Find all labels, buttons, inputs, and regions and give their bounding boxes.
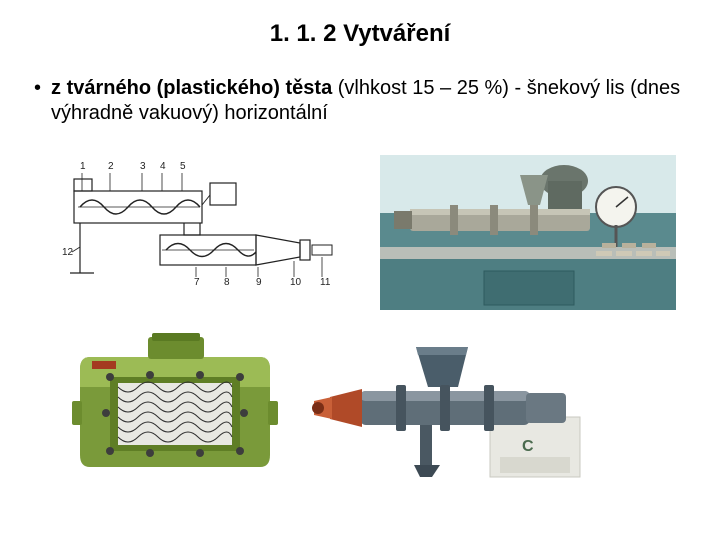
svg-text:9: 9: [256, 277, 262, 288]
svg-text:5: 5: [180, 161, 186, 172]
bullet-marker: •: [34, 76, 41, 100]
svg-text:4: 4: [160, 161, 166, 172]
photo-green-press: [70, 327, 280, 487]
svg-text:11: 11: [320, 277, 331, 288]
svg-text:12: 12: [62, 247, 74, 258]
images-area: 1 2 3 4 5: [40, 155, 680, 515]
page-title: 1. 1. 2 Vytváření: [0, 0, 720, 76]
bullet-text: z tvárného (plastického) těsta (vlhkost …: [51, 76, 690, 126]
photo-extruder-assembly: C: [300, 337, 590, 487]
schematic-diagram: 1 2 3 4 5: [50, 155, 360, 295]
bullet-item: • z tvárného (plastického) těsta (vlhkos…: [0, 76, 720, 126]
bullet-bold: z tvárného (plastického) těsta: [51, 77, 332, 99]
svg-text:3: 3: [140, 161, 146, 172]
svg-text:2: 2: [108, 161, 114, 172]
label-1: 1: [80, 161, 86, 172]
svg-text:C: C: [522, 438, 534, 455]
photo-lab-extruder: [380, 155, 676, 310]
svg-text:7: 7: [194, 277, 200, 288]
svg-text:10: 10: [290, 277, 302, 288]
svg-text:8: 8: [224, 277, 230, 288]
